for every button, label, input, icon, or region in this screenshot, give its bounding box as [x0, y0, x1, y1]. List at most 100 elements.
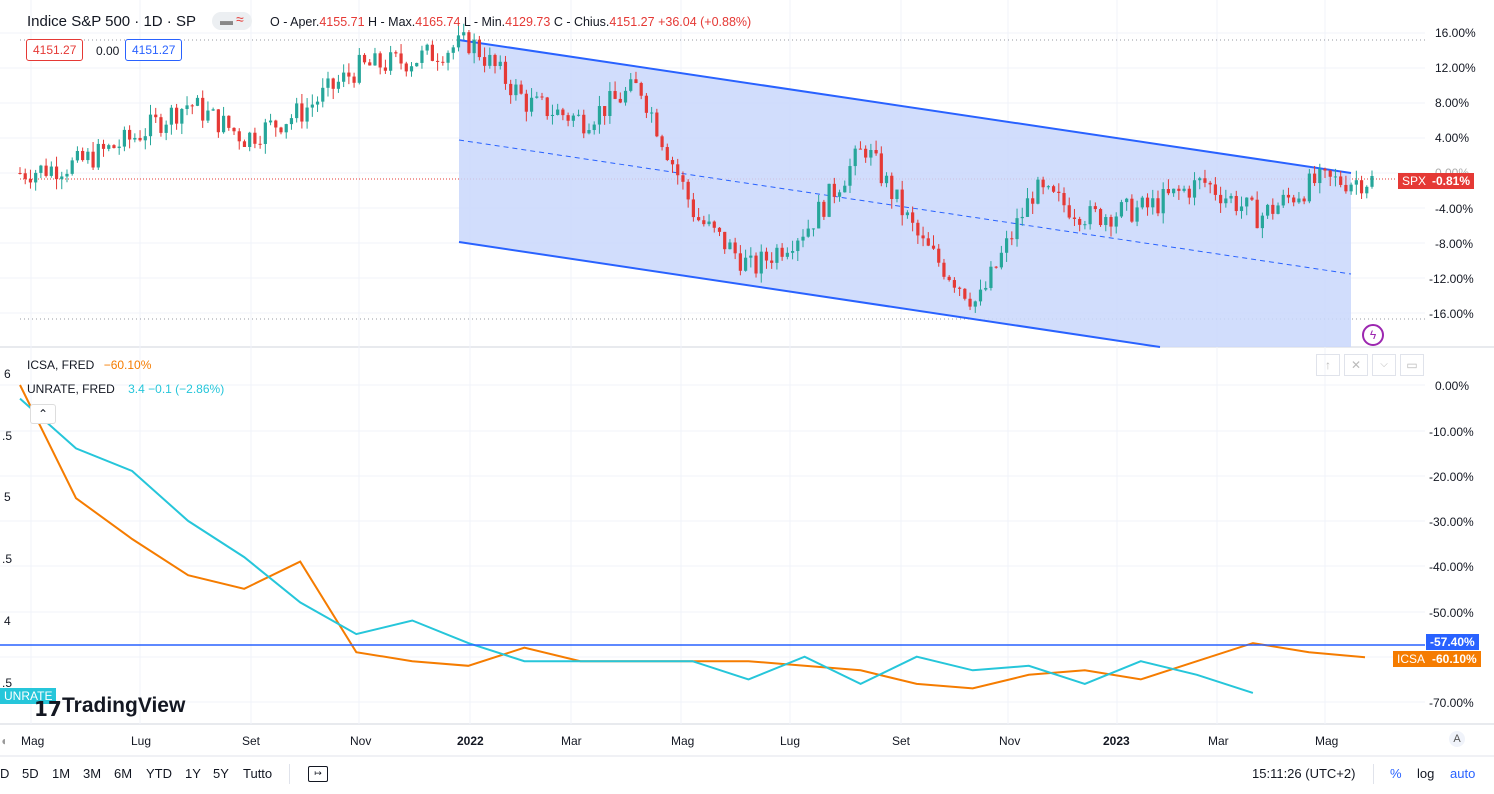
candle-body: [1219, 194, 1223, 204]
candle-body: [342, 72, 346, 82]
candle-body: [1328, 170, 1332, 177]
range-3m[interactable]: 3M: [83, 766, 102, 781]
candle-body: [347, 72, 351, 77]
candle-body: [827, 183, 831, 217]
candle-body: [1208, 182, 1212, 185]
candle-body: [143, 136, 147, 141]
candle-body: [1260, 215, 1264, 229]
candle-body: [18, 173, 22, 174]
candle-body: [216, 109, 220, 133]
candle-body: [368, 62, 372, 66]
candle-body: [1166, 189, 1171, 194]
left-tick: 4: [4, 614, 11, 628]
candle-body: [1031, 198, 1035, 204]
candle-body: [451, 47, 455, 53]
candle-body: [1339, 176, 1343, 185]
auto-toggle[interactable]: auto: [1450, 766, 1476, 781]
y-tick-bottom: -10.00%: [1429, 425, 1474, 439]
candle-body: [587, 130, 591, 134]
candle-body: [733, 242, 737, 254]
range-1d[interactable]: D: [0, 766, 10, 781]
range-6m[interactable]: 6M: [114, 766, 133, 781]
candle-body: [34, 172, 38, 183]
candle-body: [644, 95, 649, 113]
candle-body: [770, 260, 774, 263]
candle-body: [764, 251, 769, 261]
series-controls[interactable]: ▬ ≈: [212, 11, 252, 30]
candle-body: [978, 289, 983, 302]
high-label: H - Max.: [368, 15, 416, 29]
maximize-icon[interactable]: ▭: [1400, 354, 1424, 376]
candle-body: [1010, 238, 1014, 240]
candle-body: [91, 151, 95, 168]
tradingview-logo[interactable]: TradingView: [62, 694, 186, 717]
auto-scale-button[interactable]: A: [1449, 731, 1465, 747]
range-5y[interactable]: 5Y: [213, 766, 229, 781]
candle-body: [1333, 176, 1338, 178]
candle-body: [1156, 198, 1160, 214]
collapse-icon[interactable]: ⌵: [1372, 354, 1396, 376]
candle-body: [180, 109, 184, 124]
candle-body: [357, 54, 361, 83]
chevron-up-icon[interactable]: ⌃: [30, 404, 56, 424]
candle-body: [1323, 168, 1327, 171]
candle-body: [164, 124, 168, 133]
minus-icon[interactable]: ▬: [220, 13, 233, 28]
candle-body: [1172, 188, 1176, 194]
candle-body: [1302, 198, 1306, 202]
log-toggle[interactable]: log: [1417, 766, 1435, 781]
candle-body: [1349, 184, 1353, 192]
lightning-icon[interactable]: ϟ: [1362, 324, 1384, 346]
candle-body: [242, 141, 247, 147]
approx-icon[interactable]: ≈: [236, 11, 244, 27]
clock-readout[interactable]: 15:11:26 (UTC+2): [1252, 766, 1356, 781]
candle-body: [989, 266, 993, 288]
left-tick: .5: [2, 429, 13, 443]
change-value: +36.04 (+0.88%): [658, 15, 752, 29]
tradingview-logo-mark: 𝟭𝟳: [34, 699, 62, 721]
y-tick-bottom: -70.00%: [1429, 696, 1474, 710]
candle-body: [869, 149, 873, 158]
high-value: 4165.74: [415, 15, 461, 29]
buy-price-button[interactable]: 4151.27: [125, 39, 183, 61]
candle-body: [446, 52, 450, 63]
arrow-up-icon[interactable]: ↑: [1316, 354, 1340, 376]
legend-unrate[interactable]: UNRATE, FRED 3.4 −0.1 (−2.86%): [27, 382, 224, 396]
channel-upper-line: [458, 39, 1352, 174]
candle-body: [665, 147, 669, 161]
candle-body: [122, 129, 127, 147]
candle-body: [545, 97, 549, 117]
candle-body: [811, 228, 816, 230]
candle-body: [430, 44, 434, 61]
candle-body: [1286, 194, 1291, 198]
calendar-icon[interactable]: ↦: [308, 766, 328, 782]
candle-body: [75, 150, 80, 161]
y-tick-bottom: -50.00%: [1429, 606, 1474, 620]
range-1m[interactable]: 1M: [52, 766, 71, 781]
legend-icsa-value: −60.10%: [103, 358, 152, 372]
candle-body: [1135, 207, 1139, 222]
legend-unrate-name: UNRATE, FRED: [27, 382, 115, 396]
candle-body: [947, 276, 951, 281]
candle-body: [477, 39, 481, 58]
range-5d[interactable]: 5D: [22, 766, 39, 781]
candle-body: [1062, 192, 1066, 206]
candle-body: [822, 201, 826, 217]
symbol-title[interactable]: Indice S&P 500 · 1D · SP: [27, 13, 196, 30]
candle-body: [101, 143, 106, 149]
percent-toggle[interactable]: %: [1390, 766, 1402, 781]
close-icon[interactable]: ✕: [1344, 354, 1368, 376]
range-all[interactable]: Tutto: [243, 766, 273, 781]
sell-price-button[interactable]: 4151.27: [26, 39, 84, 61]
candle-body: [503, 61, 508, 84]
candle-body: [1020, 216, 1024, 219]
candle-body: [128, 129, 132, 140]
left-tick: .5: [2, 676, 13, 690]
y-tick-bottom: -40.00%: [1429, 560, 1474, 574]
range-1y[interactable]: 1Y: [185, 766, 201, 781]
range-ytd[interactable]: YTD: [146, 766, 172, 781]
legend-icsa[interactable]: ICSA, FRED −60.10%: [27, 358, 151, 372]
candle-body: [796, 240, 800, 252]
x-tick: Lug: [131, 734, 152, 748]
